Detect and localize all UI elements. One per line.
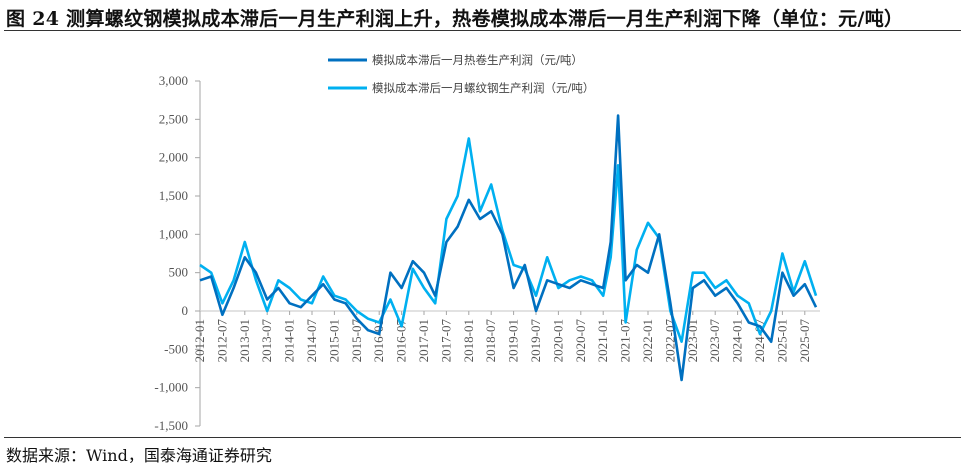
x-tick-label: 2013-01 bbox=[237, 319, 252, 362]
x-tick-label: 2015-07 bbox=[349, 319, 364, 363]
x-tick-label: 2025-01 bbox=[774, 319, 789, 362]
y-tick-label: 0 bbox=[182, 303, 189, 318]
x-tick-label: 2024-01 bbox=[730, 319, 745, 362]
y-tick-label: 2,000 bbox=[159, 150, 188, 165]
x-tick-label: 2013-07 bbox=[259, 319, 274, 363]
x-tick-label: 2021-07 bbox=[618, 319, 633, 363]
x-tick-label: 2020-01 bbox=[550, 319, 565, 362]
x-tick-label: 2022-01 bbox=[640, 319, 655, 362]
source-divider bbox=[4, 437, 961, 438]
x-tick-label: 2018-07 bbox=[483, 319, 498, 363]
title-divider bbox=[4, 30, 961, 31]
y-axis: 3,000 2,500 2,000 1,500 1,000 500 0 -500 -1,000 -… bbox=[154, 73, 201, 433]
x-tick-label: 2025-07 bbox=[797, 319, 812, 363]
y-tick-label: 500 bbox=[169, 265, 189, 280]
x-tick-label: 2016-01 bbox=[371, 319, 386, 362]
x-tick-label: 2014-01 bbox=[282, 319, 297, 362]
x-tick-label: 2016-07 bbox=[394, 319, 409, 363]
legend-label: 模拟成本滞后一月螺纹钢生产利润（元/吨） bbox=[372, 81, 594, 95]
y-tick-label: -1,500 bbox=[154, 418, 188, 433]
y-tick-label: 2,500 bbox=[159, 111, 188, 126]
y-tick-label: -500 bbox=[164, 341, 188, 356]
legend-label: 模拟成本滞后一月热卷生产利润（元/吨） bbox=[372, 53, 583, 67]
x-tick-label: 2018-01 bbox=[461, 319, 476, 362]
x-tick-label: 2023-07 bbox=[707, 319, 722, 363]
chart-legend: 模拟成本滞后一月热卷生产利润（元/吨） 模拟成本滞后一月螺纹钢生产利润（元/吨） bbox=[328, 53, 594, 95]
hot-rolled-profit-line bbox=[199, 114, 818, 382]
x-tick-label: 2012-01 bbox=[192, 319, 207, 362]
x-tick-label: 2012-07 bbox=[214, 319, 229, 363]
x-tick-label: 2021-01 bbox=[595, 319, 610, 362]
x-axis: 2012-01 2012-07 2013-01 2013-07 2014-01 2014-… bbox=[192, 311, 812, 362]
y-tick-label: 3,000 bbox=[159, 73, 188, 88]
y-tick-label: -1,000 bbox=[154, 380, 188, 395]
rebar-profit-line bbox=[199, 137, 818, 344]
x-tick-label: 2015-01 bbox=[326, 319, 341, 362]
series-lines bbox=[199, 114, 818, 382]
x-tick-label: 2019-01 bbox=[506, 319, 521, 362]
figure-title: 图 24 测算螺纹钢模拟成本滞后一月生产利润上升，热卷模拟成本滞后一月生产利润下… bbox=[6, 8, 904, 30]
y-tick-label: 1,500 bbox=[159, 188, 188, 203]
data-source-note: 数据来源：Wind，国泰海通证券研究 bbox=[6, 446, 272, 465]
x-tick-label: 2020-07 bbox=[573, 319, 588, 363]
x-tick-label: 2017-07 bbox=[438, 319, 453, 363]
y-tick-label: 1,000 bbox=[159, 226, 188, 241]
x-tick-label: 2014-07 bbox=[304, 319, 319, 363]
x-tick-label: 2017-01 bbox=[416, 319, 431, 362]
x-tick-label: 2019-07 bbox=[528, 319, 543, 363]
